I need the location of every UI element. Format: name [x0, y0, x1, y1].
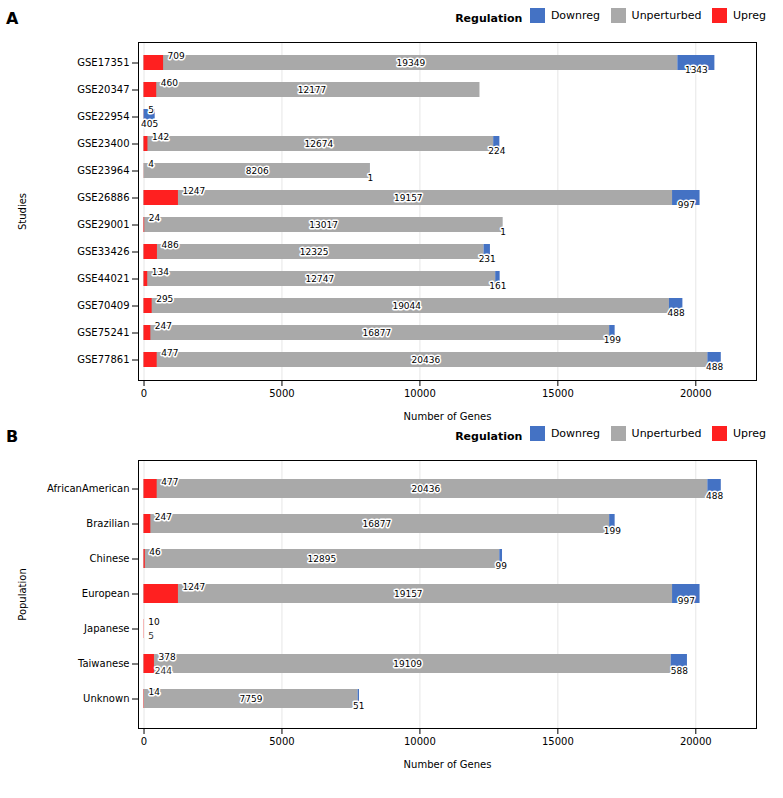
svg-text:Number of Genes: Number of Genes	[404, 411, 492, 422]
svg-text:12177: 12177	[298, 85, 327, 95]
svg-text:GSE23964: GSE23964	[77, 165, 129, 176]
svg-text:GSE29001: GSE29001	[77, 219, 129, 230]
svg-text:Chinese: Chinese	[90, 553, 130, 564]
svg-text:8206: 8206	[246, 166, 269, 176]
svg-text:46: 46	[149, 547, 161, 557]
svg-text:1247: 1247	[182, 582, 205, 592]
svg-text:GSE33426: GSE33426	[77, 246, 129, 257]
html-text:A: A	[6, 8, 19, 28]
svg-text:709: 709	[168, 51, 185, 61]
svg-text:Number of Genes: Number of Genes	[404, 759, 492, 770]
svg-text:16877: 16877	[363, 328, 392, 338]
svg-text:20000: 20000	[680, 736, 712, 747]
svg-text:20436: 20436	[412, 484, 441, 494]
svg-text:1247: 1247	[182, 186, 205, 196]
svg-text:Studies: Studies	[17, 193, 28, 230]
svg-text:Population: Population	[17, 568, 28, 621]
svg-text:477: 477	[161, 348, 178, 358]
svg-text:12895: 12895	[308, 554, 337, 564]
svg-text:20436: 20436	[412, 355, 441, 365]
svg-text:0: 0	[141, 388, 147, 399]
svg-text:231: 231	[479, 254, 496, 264]
svg-text:1: 1	[500, 227, 506, 237]
svg-text:GSE17351: GSE17351	[77, 57, 129, 68]
svg-text:12325: 12325	[300, 247, 329, 257]
svg-text:European: European	[82, 588, 130, 599]
svg-text:460: 460	[161, 78, 178, 88]
html-text:B: B	[6, 426, 19, 446]
svg-text:4: 4	[148, 159, 154, 169]
svg-text:AfricanAmerican: AfricanAmerican	[47, 483, 129, 494]
html-text:Downreg: Downreg	[550, 426, 601, 440]
svg-text:488: 488	[706, 491, 723, 501]
svg-text:10000: 10000	[404, 388, 436, 399]
svg-text:13017: 13017	[309, 220, 338, 230]
svg-text:99: 99	[495, 561, 507, 571]
html-text:Regulation: Regulation	[455, 429, 523, 443]
svg-text:GSE22954: GSE22954	[77, 111, 129, 122]
svg-text:10: 10	[148, 617, 160, 627]
html-text:Upreg: Upreg	[732, 8, 766, 22]
svg-text:161: 161	[489, 281, 506, 291]
svg-text:0: 0	[141, 736, 147, 747]
svg-text:19044: 19044	[392, 301, 421, 311]
svg-text:GSE70409: GSE70409	[77, 300, 129, 311]
svg-text:134: 134	[152, 267, 169, 277]
svg-text:10000: 10000	[404, 736, 436, 747]
svg-text:477: 477	[161, 477, 178, 487]
svg-text:GSE23400: GSE23400	[77, 138, 129, 149]
svg-text:997: 997	[678, 200, 695, 210]
svg-text:19109: 19109	[393, 659, 422, 669]
svg-text:Unknown: Unknown	[83, 693, 129, 704]
svg-text:GSE26886: GSE26886	[77, 192, 129, 203]
html-text:Regulation: Regulation	[455, 11, 523, 25]
svg-text:997: 997	[678, 596, 695, 606]
svg-text:7759: 7759	[240, 694, 263, 704]
svg-text:244: 244	[155, 666, 172, 676]
svg-text:Brazilian: Brazilian	[86, 518, 129, 529]
svg-text:19157: 19157	[394, 589, 423, 599]
html-text:Unperturbed: Unperturbed	[631, 426, 702, 440]
html-text:Unperturbed: Unperturbed	[631, 8, 702, 22]
svg-text:405: 405	[141, 119, 158, 129]
svg-text:295: 295	[156, 294, 173, 304]
svg-text:486: 486	[161, 240, 178, 250]
svg-text:15000: 15000	[542, 388, 574, 399]
svg-text:GSE20347: GSE20347	[77, 84, 129, 95]
svg-text:5: 5	[148, 631, 154, 641]
svg-text:20000: 20000	[680, 388, 712, 399]
svg-text:247: 247	[155, 321, 172, 331]
svg-text:5: 5	[148, 105, 154, 115]
svg-text:Taiwanese: Taiwanese	[77, 658, 130, 669]
svg-text:5000: 5000	[269, 388, 294, 399]
svg-text:GSE77861: GSE77861	[77, 354, 129, 365]
svg-text:14: 14	[148, 687, 160, 697]
svg-text:588: 588	[671, 666, 688, 676]
svg-text:488: 488	[706, 362, 723, 372]
svg-text:19349: 19349	[397, 58, 426, 68]
svg-text:Japanese: Japanese	[83, 623, 129, 634]
svg-text:5000: 5000	[269, 736, 294, 747]
svg-text:16877: 16877	[363, 519, 392, 529]
svg-text:142: 142	[152, 132, 169, 142]
svg-text:1343: 1343	[685, 65, 708, 75]
html-text:Downreg: Downreg	[550, 8, 601, 22]
svg-text:488: 488	[668, 308, 685, 318]
svg-text:199: 199	[604, 335, 621, 345]
svg-text:GSE44021: GSE44021	[77, 273, 129, 284]
svg-text:378: 378	[158, 652, 175, 662]
html-text:Upreg: Upreg	[732, 426, 766, 440]
svg-text:15000: 15000	[542, 736, 574, 747]
svg-text:GSE75241: GSE75241	[77, 327, 129, 338]
svg-text:19157: 19157	[394, 193, 423, 203]
svg-text:51: 51	[353, 701, 364, 711]
svg-text:12674: 12674	[305, 139, 334, 149]
svg-text:1: 1	[368, 173, 374, 183]
svg-text:199: 199	[604, 526, 621, 536]
svg-text:24: 24	[149, 213, 161, 223]
svg-text:224: 224	[488, 146, 505, 156]
svg-text:12747: 12747	[306, 274, 335, 284]
svg-text:247: 247	[155, 512, 172, 522]
